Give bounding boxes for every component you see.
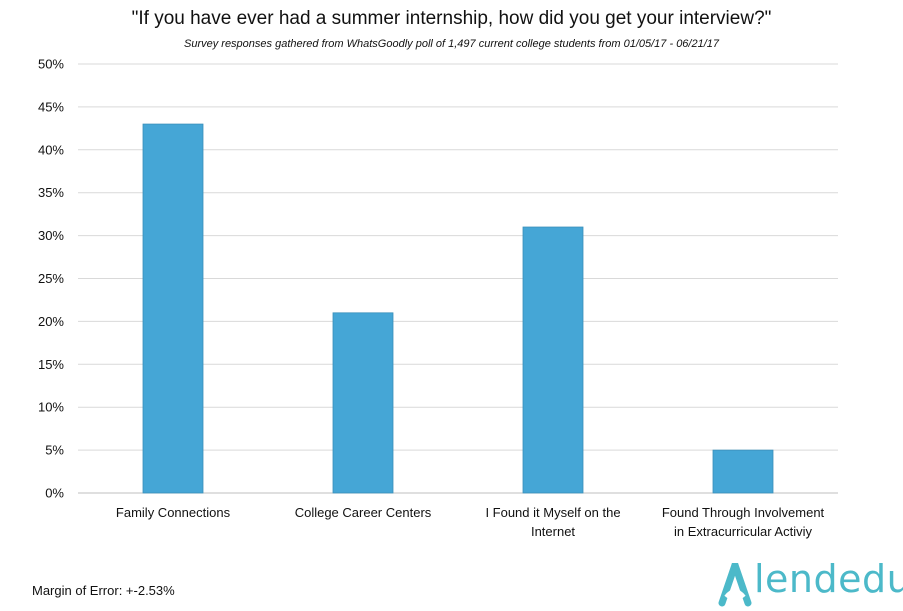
y-tick-label: 35% — [38, 185, 64, 200]
x-tick-label: College Career Centers — [295, 505, 432, 520]
x-tick-label: Internet — [531, 524, 575, 539]
y-tick-label: 50% — [38, 57, 64, 72]
bar — [332, 312, 394, 494]
bar — [712, 449, 774, 494]
bar — [142, 123, 204, 494]
y-tick-label: 0% — [45, 486, 64, 501]
y-tick-label: 45% — [38, 99, 64, 114]
lendedu-logo-text: lendedu — [754, 557, 903, 601]
chart-title: "If you have ever had a summer internshi… — [131, 8, 772, 29]
lendedu-logo-icon — [718, 563, 752, 607]
y-tick-label: 15% — [38, 357, 64, 372]
margin-of-error-note: Margin of Error: +-2.53% — [32, 583, 175, 598]
x-tick-label: Family Connections — [116, 505, 231, 520]
y-tick-label: 25% — [38, 271, 64, 286]
y-tick-label: 5% — [45, 443, 64, 458]
x-tick-label: in Extracurricular Activiy — [674, 524, 812, 539]
bar — [522, 226, 584, 494]
x-tick-label: Found Through Involvement — [662, 505, 825, 520]
lendedu-logo: lendedu — [718, 557, 903, 607]
y-tick-label: 30% — [38, 228, 64, 243]
y-tick-label: 40% — [38, 142, 64, 157]
y-tick-label: 10% — [38, 400, 64, 415]
y-tick-label: 20% — [38, 314, 64, 329]
x-tick-label: I Found it Myself on the — [485, 505, 620, 520]
chart-subtitle: Survey responses gathered from WhatsGood… — [183, 38, 720, 50]
